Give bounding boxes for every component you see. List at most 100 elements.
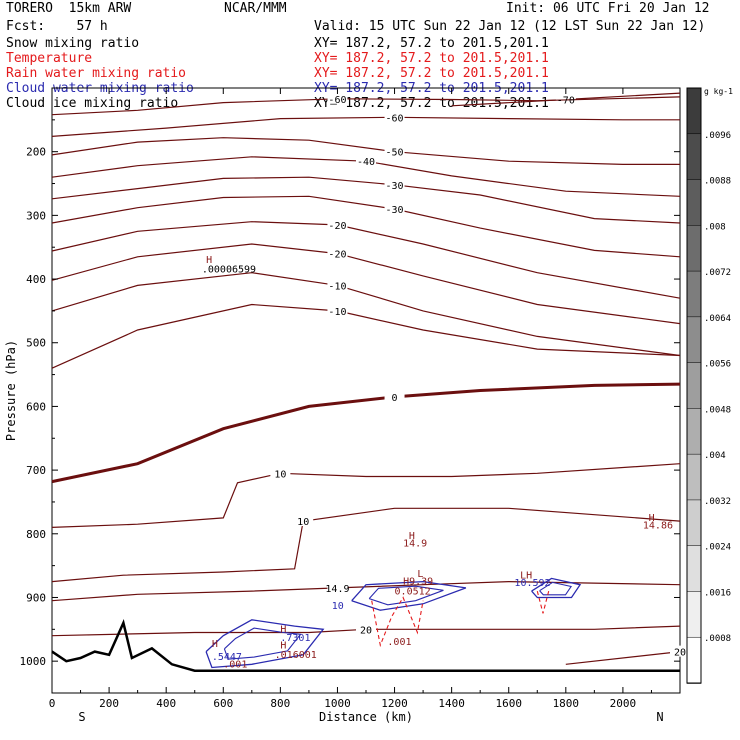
y-tick-label-1: 300 <box>26 209 46 222</box>
legend-temperature: Temperature <box>6 51 93 66</box>
temperature-contour-9 <box>51 272 681 357</box>
colorbar-bin-6 <box>686 362 702 410</box>
y-axis-label: Pressure (hPa) <box>4 340 18 441</box>
temperature-label-7: -20 <box>328 221 346 232</box>
annotation-9: LH <box>520 570 532 581</box>
colorbar-bin-0 <box>686 87 702 135</box>
temperature-label-8: -20 <box>328 250 346 261</box>
temperature-contour-3 <box>51 137 680 165</box>
temperature-label-6: -30 <box>386 205 404 216</box>
x-tick-label-7: 1400 <box>438 697 465 710</box>
temperature-label-13: 10 <box>297 517 309 528</box>
rain-contour-1 <box>536 590 550 614</box>
temperature-label-12: 10 <box>274 469 286 480</box>
colorbar-tick-1: .0088 <box>704 177 731 187</box>
annotation-0: H <box>206 255 212 266</box>
temperature-contour-2 <box>51 116 680 137</box>
rain-contour-0 <box>371 596 424 648</box>
center-name: NCAR/MMM <box>224 1 287 16</box>
colorbar-tick-9: .0024 <box>704 543 731 553</box>
temperature-contour-11 <box>51 382 681 484</box>
x-tick-label-5: 1000 <box>324 697 351 710</box>
annotation-18: 10 <box>332 601 344 612</box>
temperature-label-10: -10 <box>328 307 346 318</box>
contour-label-bg-5 <box>384 178 405 190</box>
temperature-label-4: -40 <box>357 157 375 168</box>
legend-temperature-xy: XY= 187.2, 57.2 to 201.5,201.1 <box>314 51 549 66</box>
colorbar-bin-12 <box>686 636 702 684</box>
contour-label-bg-0 <box>555 93 576 105</box>
temperature-contour-5 <box>51 176 681 224</box>
temperature-contour-8 <box>51 243 681 325</box>
colorbar <box>686 87 702 684</box>
annotation-15: H <box>280 640 286 651</box>
valid-time: Valid: 15 UTC Sun 22 Jan 12 (12 LST Sun … <box>314 19 706 34</box>
temperature-contour-13 <box>51 507 681 583</box>
north-label: N <box>656 710 663 724</box>
colorbar-bin-4 <box>686 270 702 318</box>
colorbar-bin-8 <box>686 453 702 501</box>
legend-rain-xy: XY= 187.2, 57.2 to 201.5,201.1 <box>314 66 549 81</box>
temperature-label-9: -10 <box>328 281 346 292</box>
colorbar-tick-0: .0096 <box>704 131 731 141</box>
rain-contours <box>371 590 550 648</box>
cloud-water-inner-2 <box>539 581 573 596</box>
contour-label-bg-10 <box>327 304 348 316</box>
annotation-1: .00006599 <box>202 265 256 276</box>
annotation-8: 0.0512 <box>395 586 431 597</box>
x-tick-label-2: 400 <box>156 697 176 710</box>
colorbar-bin-5 <box>686 316 702 364</box>
colorbar-tick-3: .0072 <box>704 268 731 278</box>
x-tick-label-3: 600 <box>213 697 233 710</box>
y-tick-label-0: 200 <box>26 146 46 159</box>
annotation-19: .001 <box>387 637 411 648</box>
temperature-contour-6 <box>51 195 681 258</box>
y-tick-label-8: 1000 <box>20 655 47 668</box>
temperature-label-15: 20 <box>360 625 372 636</box>
x-tick-label-1: 200 <box>99 697 119 710</box>
temperature-label-2: -60 <box>386 113 404 124</box>
cloud-water-inner-1 <box>368 585 444 606</box>
x-tick-label-0: 0 <box>49 697 56 710</box>
contour-label-bg-3 <box>384 145 405 157</box>
init-time: Init: 06 UTC Fri 20 Jan 12 <box>506 1 710 16</box>
colorbar-bin-3 <box>686 225 702 272</box>
contour-label-bg-9 <box>327 279 348 291</box>
temperature-contour-1 <box>51 96 681 116</box>
colorbar-tick-10: .0016 <box>704 588 731 598</box>
annotation-12: .5447 <box>212 652 242 663</box>
colorbar-bin-9 <box>686 499 702 547</box>
colorbar-bin-11 <box>686 591 702 638</box>
colorbar-tick-6: .0048 <box>704 405 731 415</box>
contour-label-bg-15 <box>356 623 376 635</box>
temperature-label-11: 0 <box>392 393 398 404</box>
temperature-contour-7 <box>51 221 681 299</box>
legend-snow: Snow mixing ratio <box>6 36 140 51</box>
plot-frame <box>51 87 681 694</box>
temperature-label-14: 14.9 <box>325 584 349 595</box>
contour-label-bg-8 <box>327 247 348 259</box>
colorbar-tick-7: .004 <box>704 451 726 461</box>
y-tick-label-4: 600 <box>26 400 46 413</box>
colorbar-tick-8: .0032 <box>704 497 731 507</box>
annotation-11: H <box>212 639 218 650</box>
x-tick-label-10: 2000 <box>610 697 637 710</box>
annotation-14: .7301 <box>280 633 310 644</box>
temperature-contour-12 <box>51 463 681 528</box>
annotation-5: 14.86 <box>643 521 673 532</box>
contour-label-bg-16 <box>670 645 690 657</box>
temperature-contour-16 <box>565 651 681 665</box>
temperature-contour-10 <box>51 303 681 369</box>
legend-snow-xy: XY= 187.2, 57.2 to 201.5,201.1 <box>314 36 549 51</box>
temperature-label-1: -60 <box>328 95 346 106</box>
annotation-2: H <box>409 531 415 542</box>
y-tick-label-3: 500 <box>26 337 46 350</box>
contour-label-bg-14 <box>327 581 348 593</box>
y-tick-label-6: 800 <box>26 528 46 541</box>
contour-label-bg-12 <box>270 467 291 479</box>
annotation-4: H <box>649 513 655 524</box>
cloud-water-inner-0 <box>223 627 302 660</box>
legend-cloud-ice: Cloud ice mixing ratio <box>6 96 179 111</box>
